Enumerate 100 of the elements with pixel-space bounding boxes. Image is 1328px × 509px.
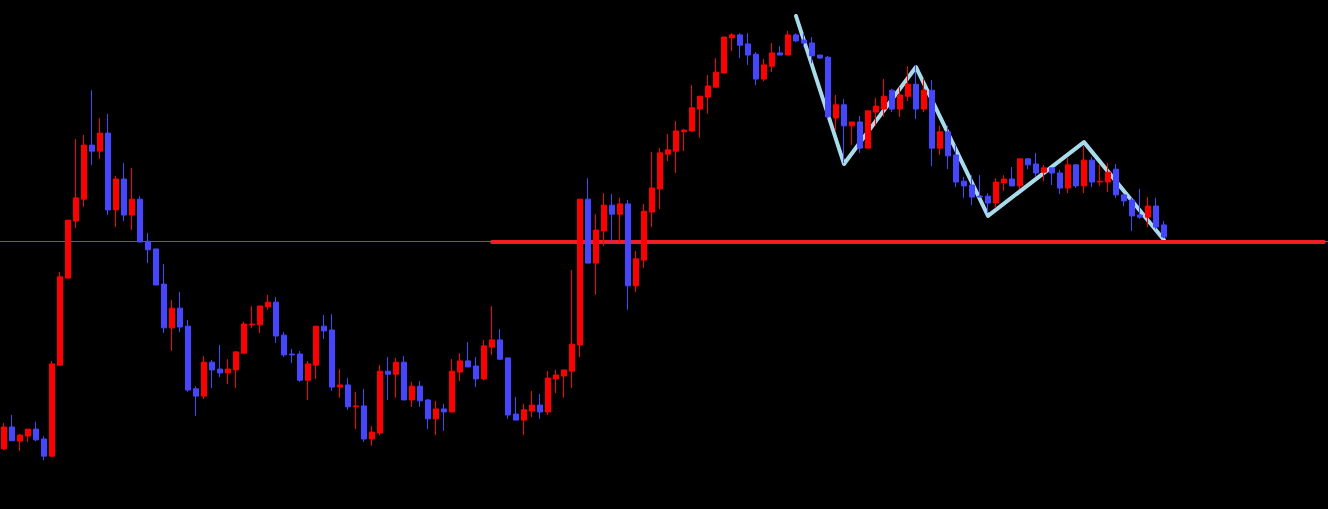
candlestick <box>1 422 7 451</box>
candlestick <box>209 359 215 389</box>
candlestick <box>425 398 431 430</box>
candlestick <box>345 377 351 411</box>
candlestick <box>857 115 863 154</box>
candlestick <box>681 128 687 152</box>
candlestick <box>129 167 135 231</box>
candlestick <box>313 325 319 380</box>
candlestick <box>265 294 271 311</box>
candlestick <box>873 97 879 127</box>
candlestick <box>1097 163 1103 187</box>
candlestick <box>369 425 375 447</box>
candlestick <box>753 51 759 86</box>
candlestick <box>233 350 239 389</box>
candlestick <box>1121 194 1127 207</box>
candlestick <box>305 360 311 401</box>
candlestick <box>121 162 127 222</box>
candlestick <box>897 86 903 118</box>
candlestick <box>1153 197 1159 230</box>
candlestick <box>385 356 391 401</box>
candlestick <box>409 381 415 408</box>
candlestick <box>801 32 807 48</box>
candlestick <box>417 380 423 408</box>
candlestick <box>905 65 911 102</box>
candlestick <box>1105 162 1111 193</box>
candlestick <box>673 120 679 174</box>
candlestick <box>249 305 255 329</box>
candlestick <box>865 110 871 149</box>
candlestick <box>993 177 999 209</box>
candlestick <box>473 356 479 388</box>
candlestick <box>761 58 767 82</box>
candlestick <box>777 45 783 56</box>
candlestick <box>65 219 71 279</box>
candlestick <box>1081 145 1087 194</box>
candlestick <box>177 291 183 333</box>
candlestick <box>537 393 543 420</box>
candlestick <box>697 95 703 139</box>
candlestick <box>113 175 119 228</box>
candlestick <box>529 390 535 418</box>
candlestick <box>377 364 383 436</box>
candlestick <box>169 299 175 352</box>
candlestick <box>721 36 727 74</box>
candlestick <box>937 125 943 156</box>
candlestick <box>273 296 279 344</box>
candlestick <box>713 57 719 88</box>
candlestick <box>1137 188 1143 220</box>
candlestick <box>401 355 407 401</box>
candlestick <box>745 32 751 66</box>
candlestick <box>81 134 87 208</box>
candlestick <box>1113 163 1119 199</box>
candlestick <box>353 391 359 430</box>
candlestick <box>793 32 799 43</box>
candlestick <box>193 385 199 417</box>
candlestick <box>217 344 223 378</box>
candlestick <box>817 54 823 60</box>
candlestick <box>585 177 591 264</box>
candlestick <box>609 193 615 243</box>
candlestick <box>561 369 567 399</box>
candlestick <box>825 55 831 119</box>
candlestick <box>17 433 23 452</box>
candlestick <box>625 199 631 311</box>
candlestick <box>97 117 103 160</box>
candlestick <box>665 133 671 162</box>
candlestick <box>649 151 655 228</box>
candlestick <box>545 370 551 416</box>
candlestick <box>1145 196 1151 228</box>
candlestick <box>73 138 79 229</box>
candlestick <box>49 360 55 458</box>
candlestick <box>1009 166 1015 187</box>
candlestick <box>593 213 599 296</box>
candlestick <box>481 339 487 381</box>
candlestick <box>1129 197 1135 232</box>
candlestick <box>737 32 743 59</box>
candlestick <box>849 121 855 146</box>
candlestick <box>945 125 951 170</box>
candlestick <box>617 197 623 243</box>
candlestick <box>241 321 247 354</box>
candlestick <box>441 403 447 432</box>
candlestick <box>25 428 31 443</box>
candlestick <box>785 30 791 56</box>
candlestick <box>393 357 399 399</box>
candlestick <box>977 174 983 198</box>
candlestick <box>553 369 559 394</box>
candlestick <box>833 94 839 131</box>
candlestick <box>41 435 47 461</box>
candlestick <box>1049 167 1055 186</box>
candlestick <box>105 113 111 216</box>
candlestick <box>569 269 575 389</box>
candlestick <box>577 198 583 358</box>
candlestick <box>1065 157 1071 194</box>
candlestick <box>1089 156 1095 188</box>
candlestick <box>137 195 143 243</box>
candlestick <box>969 174 975 206</box>
candlestick <box>145 232 151 264</box>
candlestick <box>201 355 207 400</box>
candlestick <box>161 263 167 334</box>
candlestick <box>1033 152 1039 178</box>
candlestick <box>881 78 887 118</box>
candlestick <box>705 74 711 115</box>
candlestick <box>1073 163 1079 189</box>
